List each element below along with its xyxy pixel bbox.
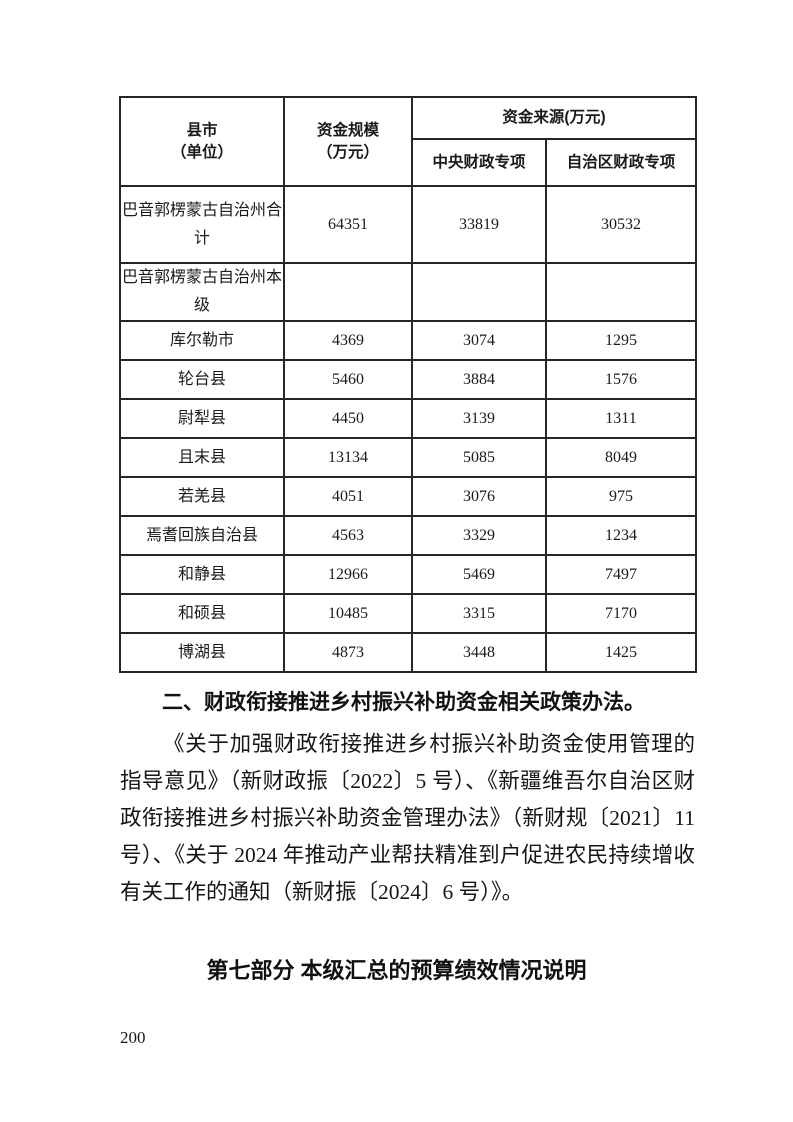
regional-fund-cell: 8049: [544, 437, 698, 478]
central-fund-cell: 3074: [411, 320, 547, 361]
table-row: 若羌县 4051 3076 975: [119, 476, 698, 517]
regional-fund-cell: 1425: [544, 632, 698, 673]
central-fund-cell: [411, 262, 547, 322]
table-row: 且末县 13134 5085 8049: [119, 437, 698, 478]
fund-scale-cell: 13134: [283, 437, 413, 478]
county-name-cell: 和静县: [119, 554, 285, 595]
county-name-cell: 和硕县: [119, 593, 285, 634]
regional-fund-cell: 7170: [544, 593, 698, 634]
central-fund-cell: 3329: [411, 515, 547, 556]
table-row: 巴音郭楞蒙古自治州本级: [119, 262, 698, 322]
table-row: 轮台县 5460 3884 1576: [119, 359, 698, 400]
fund-scale-cell: 4563: [283, 515, 413, 556]
regional-fund-cell: 1576: [544, 359, 698, 400]
central-fund-cell: 3884: [411, 359, 547, 400]
table-row: 库尔勒市 4369 3074 1295: [119, 320, 698, 361]
fund-scale-cell: 12966: [283, 554, 413, 595]
county-name-cell: 焉耆回族自治县: [119, 515, 285, 556]
part-seven-heading: 第七部分 本级汇总的预算绩效情况说明: [206, 958, 587, 983]
county-name-cell: 博湖县: [119, 632, 285, 673]
fund-scale-cell: 4873: [283, 632, 413, 673]
central-fund-cell: 3076: [411, 476, 547, 517]
central-fund-cell: 3139: [411, 398, 547, 439]
table-header: 县市 （单位） 资金规模 （万元） 资金来源(万元) 中央财政专项 自治区财政专…: [119, 96, 698, 187]
fund-scale-cell: 4450: [283, 398, 413, 439]
table-row: 和静县 12966 5469 7497: [119, 554, 698, 595]
regional-fund-cell: 1295: [544, 320, 698, 361]
fund-scale-cell: 4369: [283, 320, 413, 361]
fund-allocation-table: 县市 （单位） 资金规模 （万元） 资金来源(万元) 中央财政专项 自治区财政专…: [119, 96, 698, 673]
county-name-cell: 库尔勒市: [119, 320, 285, 361]
fund-scale-cell: 4051: [283, 476, 413, 517]
table-row: 博湖县 4873 3448 1425: [119, 632, 698, 673]
county-name-cell: 轮台县: [119, 359, 285, 400]
table-row: 巴音郭楞蒙古自治州合计 64351 33819 30532: [119, 185, 698, 264]
fund-scale-cell: 5460: [283, 359, 413, 400]
central-fund-cell: 5469: [411, 554, 547, 595]
regional-fund-cell: 975: [544, 476, 698, 517]
fund-scale-cell: [283, 262, 413, 322]
fund-scale-cell: 64351: [283, 185, 413, 264]
fund-scale-cell: 10485: [283, 593, 413, 634]
header-county-unit: 县市 （单位）: [119, 96, 285, 187]
central-fund-cell: 33819: [411, 185, 547, 264]
table-row: 尉犁县 4450 3139 1311: [119, 398, 698, 439]
table-body: 巴音郭楞蒙古自治州合计 64351 33819 30532 巴音郭楞蒙古自治州本…: [119, 185, 698, 673]
central-fund-cell: 3448: [411, 632, 547, 673]
page-number: 200: [120, 1028, 146, 1047]
policy-paragraph: 《关于加强财政衔接推进乡村振兴补助资金使用管理的指导意见》（新财政振〔2022〕…: [120, 732, 695, 904]
regional-fund-cell: 7497: [544, 554, 698, 595]
county-name-cell: 巴音郭楞蒙古自治州本级: [119, 262, 285, 322]
table-row: 焉耆回族自治县 4563 3329 1234: [119, 515, 698, 556]
regional-fund-cell: 1311: [544, 398, 698, 439]
central-fund-cell: 5085: [411, 437, 547, 478]
regional-fund-cell: 1234: [544, 515, 698, 556]
table-row: 和硕县 10485 3315 7170: [119, 593, 698, 634]
header-autonomous-special: 自治区财政专项: [544, 138, 698, 187]
regional-fund-cell: [544, 262, 698, 322]
header-central-special: 中央财政专项: [411, 138, 547, 187]
header-fund-scale: 资金规模 （万元）: [283, 96, 413, 187]
county-name-cell: 若羌县: [119, 476, 285, 517]
section-heading: 二、财政衔接推进乡村振兴补助资金相关政策办法。: [162, 690, 645, 714]
county-name-cell: 且末县: [119, 437, 285, 478]
regional-fund-cell: 30532: [544, 185, 698, 264]
header-fund-source-group: 资金来源(万元): [410, 96, 698, 140]
central-fund-cell: 3315: [411, 593, 547, 634]
county-name-cell: 尉犁县: [119, 398, 285, 439]
county-name-cell: 巴音郭楞蒙古自治州合计: [119, 185, 285, 264]
